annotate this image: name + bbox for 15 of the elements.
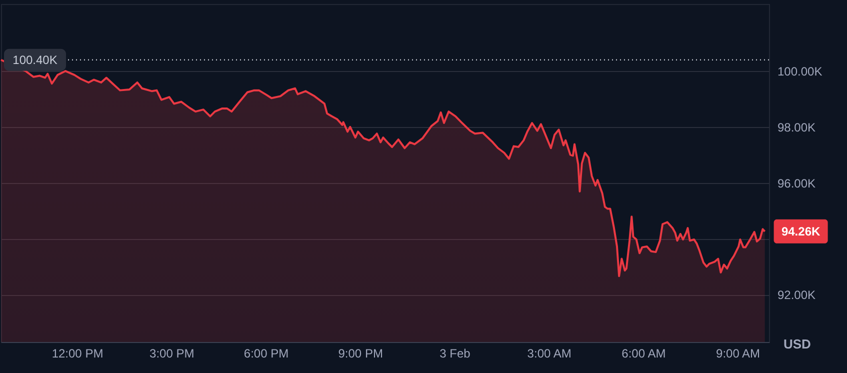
x-tick-label: 3:00 PM bbox=[150, 346, 194, 360]
y-tick-label: 92.00K bbox=[778, 288, 816, 302]
x-tick-label: 12:00 PM bbox=[52, 346, 104, 360]
y-axis-title: USD bbox=[784, 336, 811, 352]
x-tick-label: 6:00 PM bbox=[244, 346, 289, 360]
x-tick-label: 3:00 AM bbox=[527, 346, 572, 360]
x-tick-label: 6:00 AM bbox=[622, 346, 666, 360]
annotation: 94.26K bbox=[781, 224, 820, 238]
y-tick-label: 98.00K bbox=[778, 120, 816, 134]
x-tick-label: 9:00 PM bbox=[338, 346, 383, 360]
y-tick-label: 96.00K bbox=[778, 176, 816, 190]
ref-line-label: 100.40K bbox=[12, 52, 58, 67]
x-tick-label: 3 Feb bbox=[440, 346, 471, 360]
y-tick-label: 100.00K bbox=[778, 64, 822, 79]
x-tick-label: 9:00 AM bbox=[716, 346, 760, 360]
